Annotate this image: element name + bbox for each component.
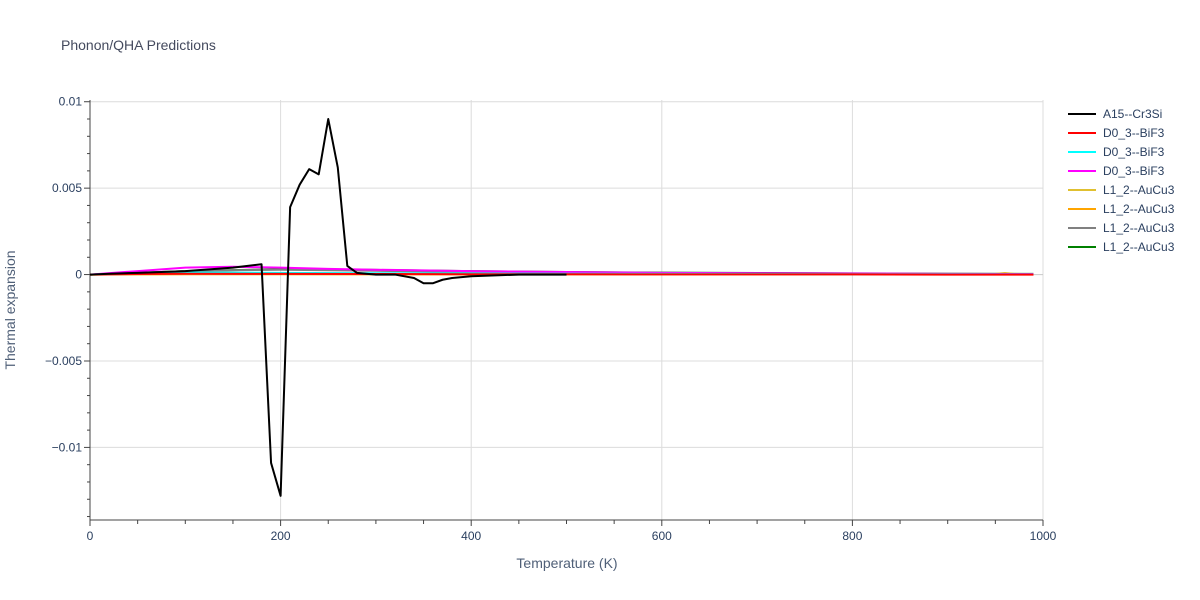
legend-label: D0_3--BiF3	[1103, 145, 1165, 159]
y-tick-label: −0.005	[45, 354, 82, 368]
axes: 0 200 400 600 800 1000 0.01 0.005 0 −0.005 −0.01	[45, 95, 1057, 543]
chart-title: Phonon/QHA Predictions	[61, 37, 216, 53]
x-tick-label: 200	[271, 529, 291, 543]
legend-label: D0_3--BiF3	[1103, 164, 1165, 178]
legend-label: D0_3--BiF3	[1103, 126, 1165, 140]
x-axis-title: Temperature (K)	[516, 555, 617, 571]
legend-label: L1_2--AuCu3	[1103, 221, 1175, 235]
legend-item[interactable]: D0_3--BiF3	[1068, 145, 1165, 159]
legend-label: L1_2--AuCu3	[1103, 183, 1175, 197]
legend-label: L1_2--AuCu3	[1103, 240, 1175, 254]
legend-item[interactable]: L1_2--AuCu3	[1068, 221, 1175, 235]
legend[interactable]: A15--Cr3Si D0_3--BiF3 D0_3--BiF3 D0_3--BiF3…	[1068, 107, 1175, 254]
legend-label: A15--Cr3Si	[1103, 107, 1162, 121]
legend-item[interactable]: L1_2--AuCu3	[1068, 240, 1175, 254]
plot-area	[89, 118, 1034, 497]
x-tick-label: 600	[652, 529, 672, 543]
legend-item[interactable]: A15--Cr3Si	[1068, 107, 1162, 121]
legend-label: L1_2--AuCu3	[1103, 202, 1175, 216]
x-tick-label: 1000	[1030, 529, 1057, 543]
y-axis-title: Thermal expansion	[2, 250, 18, 369]
y-tick-label: −0.01	[52, 440, 83, 454]
legend-item[interactable]: L1_2--AuCu3	[1068, 202, 1175, 216]
y-tick-label: 0.01	[59, 95, 83, 109]
series-line-0[interactable]	[89, 118, 567, 497]
x-tick-label: 400	[461, 529, 481, 543]
x-tick-label: 0	[87, 529, 94, 543]
x-tick-label: 800	[842, 529, 862, 543]
legend-item[interactable]: D0_3--BiF3	[1068, 126, 1165, 140]
y-tick-label: 0	[75, 268, 82, 282]
grid	[89, 100, 1044, 520]
legend-item[interactable]: L1_2--AuCu3	[1068, 183, 1175, 197]
y-tick-label: 0.005	[52, 181, 82, 195]
legend-item[interactable]: D0_3--BiF3	[1068, 164, 1165, 178]
